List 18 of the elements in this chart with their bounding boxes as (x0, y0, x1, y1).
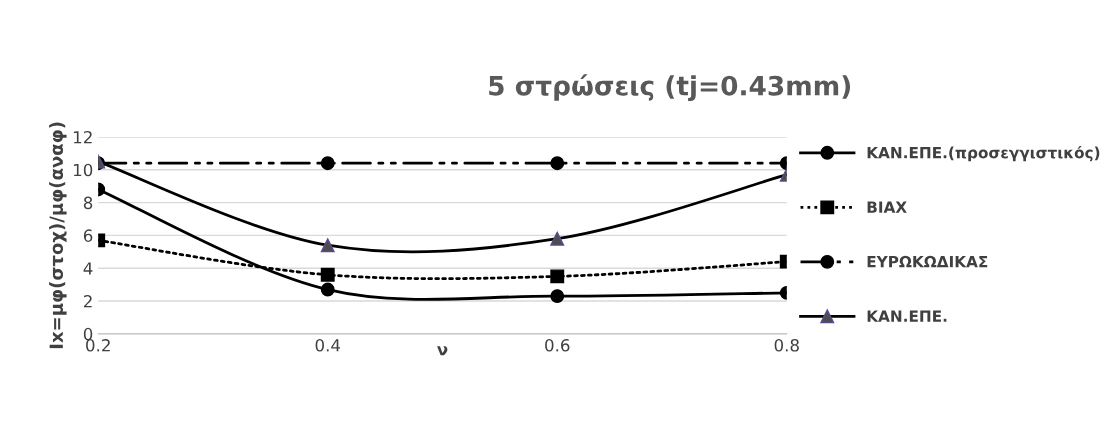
legend-label: ΚΑΝ.ΕΠΕ.(προσεγγιστικός) (867, 145, 1100, 162)
y-axis-title: Ιx=μφ(στοχ)/μφ(αναφ) (49, 122, 67, 349)
x-tick-label: 0.8 (774, 339, 799, 352)
legend-label: ΚΑΝ.ΕΠΕ. (867, 310, 947, 322)
y-tick-label: 4 (83, 262, 93, 275)
y-tick-label: 12 (73, 130, 92, 144)
x-axis-title: ν (437, 346, 448, 356)
x-tick-label: 0.2 (86, 339, 110, 352)
x-tick-label: 0.6 (545, 339, 570, 352)
y-tick-label: 2 (83, 294, 92, 308)
legend-label: ΒΙΑΧ (867, 201, 907, 213)
legend-label: ΕΥΡΩΚΩΔΙΚΑΣ (867, 255, 988, 268)
y-tick-label: 0 (83, 327, 93, 341)
y-tick-label: 8 (83, 196, 93, 210)
chart-title: 5 στρώσεις (tj=0.43mm) (489, 74, 851, 101)
y-tick-label: 6 (83, 229, 93, 242)
x-tick-label: 0.4 (315, 339, 341, 352)
y-tick-label: 10 (73, 163, 93, 177)
